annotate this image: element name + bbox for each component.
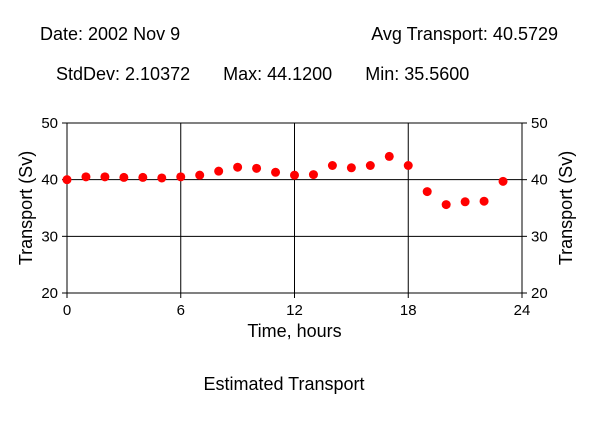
data-point xyxy=(81,172,91,182)
x-axis-label: Time, hours xyxy=(247,321,341,341)
chart-points xyxy=(62,151,508,210)
y-tick-label-right: 50 xyxy=(531,115,548,132)
y-tick-label-left: 40 xyxy=(41,172,58,189)
data-point xyxy=(479,196,489,206)
data-point xyxy=(100,172,110,182)
data-point xyxy=(271,167,281,177)
x-tick-label: 6 xyxy=(177,302,185,319)
data-point xyxy=(176,172,186,182)
data-point xyxy=(384,151,394,161)
data-point xyxy=(346,163,356,173)
x-tick-label: 0 xyxy=(63,302,71,319)
x-tick-label: 12 xyxy=(286,302,303,319)
chart-grid xyxy=(67,123,522,293)
stddev-label: StdDev: 2.10372 xyxy=(56,64,191,84)
y-tick-label-right: 30 xyxy=(531,228,548,245)
y-axis-label-left: Transport (Sv) xyxy=(16,151,36,265)
max-label: Max: 44.1200 xyxy=(223,64,333,84)
data-point xyxy=(290,170,299,180)
y-tick-label-left: 30 xyxy=(41,228,58,245)
avg-transport-label: Avg Transport: 40.5729 xyxy=(371,24,558,44)
x-tick-label: 18 xyxy=(400,302,417,319)
x-tick-label: 24 xyxy=(514,302,531,319)
date-label: Date: 2002 Nov 9 xyxy=(40,24,181,44)
data-point xyxy=(138,172,148,182)
min-label: Min: 35.5600 xyxy=(365,64,470,84)
y-axis-label-right: Transport (Sv) xyxy=(556,151,576,265)
data-point xyxy=(214,166,224,176)
data-point xyxy=(498,176,508,186)
data-point xyxy=(233,162,243,172)
data-point xyxy=(365,161,375,170)
y-tick-label-left: 20 xyxy=(41,285,58,302)
data-point xyxy=(327,161,337,170)
chart-caption: Estimated Transport xyxy=(203,374,365,394)
y-tick-label-right: 20 xyxy=(531,285,548,302)
data-point xyxy=(157,173,167,183)
data-point xyxy=(308,170,318,180)
data-point xyxy=(441,200,451,210)
data-point xyxy=(403,161,413,170)
data-point xyxy=(422,187,432,197)
stats-row: StdDev: 2.10372 Max: 44.1200 Min: 35.560… xyxy=(56,64,469,85)
data-point xyxy=(119,172,129,182)
y-tick-label-right: 40 xyxy=(531,172,548,189)
data-point xyxy=(460,197,470,207)
data-point xyxy=(252,163,262,173)
y-tick-label-left: 50 xyxy=(41,115,58,132)
data-point xyxy=(195,170,205,180)
data-point xyxy=(62,175,72,185)
